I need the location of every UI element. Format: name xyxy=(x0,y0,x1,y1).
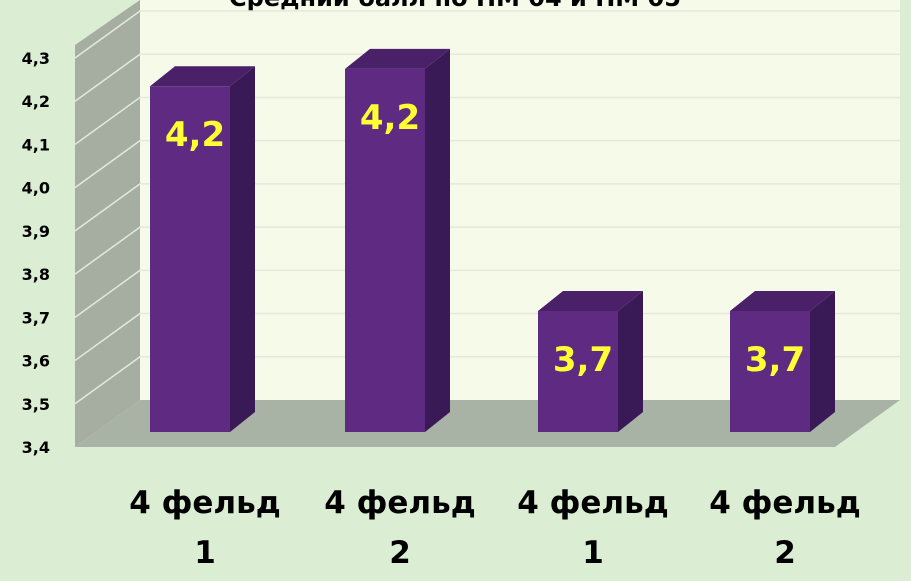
grid-line xyxy=(74,183,900,232)
bar-front xyxy=(730,310,810,432)
x-tick-label: 1 xyxy=(194,535,216,571)
data-label: 3,7 xyxy=(745,340,805,380)
grid-line xyxy=(74,312,900,362)
floor xyxy=(75,400,900,447)
bar-top xyxy=(345,48,450,69)
bar-side xyxy=(618,290,643,432)
x-tick-label: 4 фельд xyxy=(709,485,861,521)
bar xyxy=(730,290,835,432)
bar-top xyxy=(150,66,255,87)
y-tick-label: 4,0 xyxy=(22,179,50,198)
y-tick-label: 4,2 xyxy=(22,92,50,111)
grid-line xyxy=(74,10,900,59)
chart-title: Средний балл по ПМ 04 и ПМ 05 xyxy=(229,0,681,12)
grid-line xyxy=(74,356,900,405)
grid-line xyxy=(74,53,900,102)
bar-side xyxy=(810,290,835,432)
y-tick-label: 3,5 xyxy=(22,395,50,414)
y-tick-label: 3,7 xyxy=(22,308,50,327)
grid-line xyxy=(74,96,900,146)
y-tick-label: 4,3 xyxy=(22,49,50,68)
bar-top xyxy=(730,290,835,311)
y-tick-label: 3,9 xyxy=(22,222,50,241)
x-tick-label: 4 фельд xyxy=(517,485,669,521)
data-label: 4,2 xyxy=(360,98,420,138)
bar xyxy=(345,48,450,432)
side-wall xyxy=(75,0,140,447)
grid-line xyxy=(74,226,900,275)
bar xyxy=(150,66,255,432)
back-wall xyxy=(140,0,900,400)
bar-front xyxy=(150,86,230,432)
bar-side xyxy=(230,66,255,432)
y-tick-label: 3,8 xyxy=(22,265,50,284)
x-tick-label: 1 xyxy=(582,535,604,571)
x-tick-label: 2 xyxy=(774,535,796,571)
y-tick-label: 3,4 xyxy=(22,438,50,457)
bar xyxy=(538,290,643,432)
bar-front xyxy=(345,68,425,432)
bar-top xyxy=(538,290,643,311)
bar-side xyxy=(425,48,450,432)
x-tick-label: 2 xyxy=(389,535,411,571)
y-tick-label: 3,6 xyxy=(22,352,50,371)
grid-line xyxy=(74,139,900,189)
bar-front xyxy=(538,310,618,432)
y-tick-label: 4,1 xyxy=(22,135,50,154)
x-tick-label: 4 фельд xyxy=(129,485,281,521)
grid-line xyxy=(74,269,900,318)
x-tick-label: 4 фельд xyxy=(324,485,476,521)
data-label: 3,7 xyxy=(553,340,613,380)
data-label: 4,2 xyxy=(165,115,225,155)
